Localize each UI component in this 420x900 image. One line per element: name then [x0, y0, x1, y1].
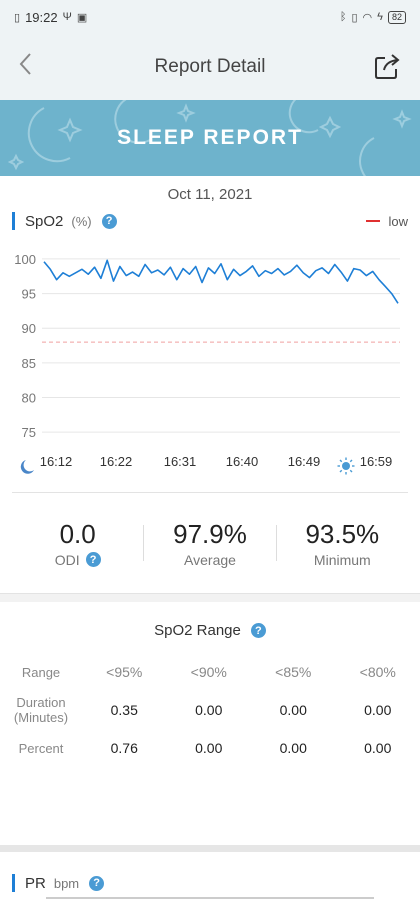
average-value: 97.9% — [173, 518, 247, 549]
table-cell: 0.00 — [364, 740, 392, 756]
sleep-report-banner: SLEEP REPORT — [0, 100, 420, 176]
banner-title: SLEEP REPORT — [117, 126, 303, 149]
table-cell: 0.76 — [110, 740, 138, 756]
row-label-range: Range — [21, 664, 61, 680]
pr-title: PR — [25, 874, 46, 892]
table-cell: 0.00 — [279, 740, 307, 756]
section-accent-bar — [12, 212, 15, 230]
spo2-chart: 100 95 90 85 80 75 16:12 16:22 16:31 16:40 16:49 16… — [0, 234, 420, 492]
column-header: <85% — [275, 664, 312, 680]
section-accent-bar — [12, 874, 15, 892]
x-tick-label: 16:40 — [226, 454, 259, 469]
spo2-range-table: Range <95% <90% <85% <80% Duration (Minu… — [0, 653, 420, 767]
x-tick-label: 16:31 — [164, 454, 197, 469]
x-tick-label: 16:12 — [40, 454, 73, 469]
table-row: Duration (Minutes) 0.35 0.00 0.00 0.00 — [0, 691, 420, 729]
sun-icon-ray — [339, 459, 343, 463]
page-title: Report Detail — [154, 56, 266, 77]
table-cell: 0.00 — [279, 702, 307, 718]
pr-help-icon[interactable]: ? — [89, 875, 105, 891]
share-button[interactable] — [372, 52, 402, 82]
chart-legend: low — [366, 214, 408, 229]
pr-section-header: PR bpm ? — [0, 870, 420, 896]
spo2-range-help-icon[interactable]: ? — [250, 623, 266, 638]
sun-icon — [342, 462, 350, 470]
section-divider — [0, 845, 420, 852]
usb-icon: Ψ — [62, 11, 72, 23]
share-icon — [374, 54, 400, 79]
legend-low-swatch — [366, 220, 381, 222]
x-tick-label: 16:22 — [100, 454, 133, 469]
spo2-series-line — [43, 259, 399, 304]
summary-stats: 0.0 ODI ? 97.9% Average 93.5% Minimum — [12, 492, 408, 593]
top-app-bar: Report Detail — [0, 34, 420, 100]
chevron-left-icon — [19, 52, 31, 75]
column-header: <90% — [190, 664, 227, 680]
average-label: Average — [184, 551, 236, 568]
stat-minimum: 93.5% Minimum — [277, 519, 408, 568]
sun-icon-ray — [349, 459, 353, 463]
spo2-unit: (%) — [71, 213, 92, 229]
table-cell: 0.35 — [110, 702, 138, 718]
row-label-duration: Duration (Minutes) — [13, 695, 69, 725]
spo2-chart-svg: 100 95 90 85 80 75 16:12 16:22 16:31 16:40 16:49 16… — [14, 252, 400, 475]
pr-unit: bpm — [53, 875, 80, 891]
table-cell: 0.00 — [364, 702, 392, 718]
vibrate-icon: ▯ — [351, 11, 358, 24]
spo2-section-header: SpO2 (%) ? low — [0, 208, 420, 234]
stat-odi: 0.0 ODI ? — [12, 519, 143, 568]
row-label-percent: Percent — [18, 740, 64, 756]
moon-stars-decoration-icon — [7, 100, 412, 176]
spo2-range-header: SpO2 Range ? — [0, 622, 420, 639]
table-cell: 0.00 — [195, 702, 223, 718]
report-date: Oct 11, 2021 — [167, 186, 253, 203]
spo2-range-title: SpO2 Range — [154, 622, 241, 639]
app-notification-icon: ▣ — [76, 11, 88, 24]
status-time: 19:22 — [25, 9, 58, 25]
y-tick-label: 85 — [22, 356, 36, 371]
spo2-title: SpO2 — [25, 212, 64, 230]
y-tick-label: 100 — [14, 252, 36, 267]
moon-icon — [20, 460, 34, 474]
sun-icon-ray — [339, 469, 343, 473]
table-row: Range <95% <90% <85% <80% — [0, 653, 420, 691]
column-header: <80% — [359, 664, 396, 680]
y-tick-label: 80 — [22, 391, 36, 406]
odi-help-icon[interactable]: ? — [85, 552, 101, 567]
odi-label-row: ODI ? — [12, 552, 143, 568]
column-header: <95% — [106, 664, 143, 680]
sim-icon: ▯ — [14, 11, 21, 24]
stat-average: 97.9% Average — [144, 519, 275, 568]
y-tick-label: 95 — [22, 287, 36, 302]
table-row: Percent 0.76 0.00 0.00 0.00 — [0, 729, 420, 767]
legend-low-label: low — [388, 213, 408, 229]
bluetooth-icon: ᛒ — [339, 11, 347, 23]
stat-divider — [143, 525, 145, 561]
status-bar: ▯ 19:22 Ψ ▣ ᛒ ▯ ◠ ϟ 82 — [0, 0, 420, 34]
spo2-help-icon[interactable]: ? — [101, 213, 117, 229]
pr-chart-top-gridline — [46, 897, 374, 899]
sun-icon-ray — [349, 469, 353, 473]
odi-label: ODI — [54, 551, 80, 568]
charging-icon: ϟ — [377, 11, 383, 23]
x-tick-label: 16:59 — [360, 454, 393, 469]
x-tick-label: 16:49 — [288, 454, 321, 469]
odi-value: 0.0 — [59, 518, 96, 549]
wifi-icon: ◠ — [362, 11, 373, 24]
section-divider — [0, 593, 420, 602]
battery-icon: 82 — [387, 10, 406, 24]
back-button[interactable] — [18, 52, 48, 83]
minimum-label: Minimum — [313, 551, 371, 568]
table-cell: 0.00 — [195, 740, 223, 756]
y-tick-label: 90 — [22, 321, 36, 336]
y-tick-label: 75 — [22, 425, 36, 440]
stat-divider — [275, 525, 277, 561]
minimum-value: 93.5% — [305, 518, 380, 549]
